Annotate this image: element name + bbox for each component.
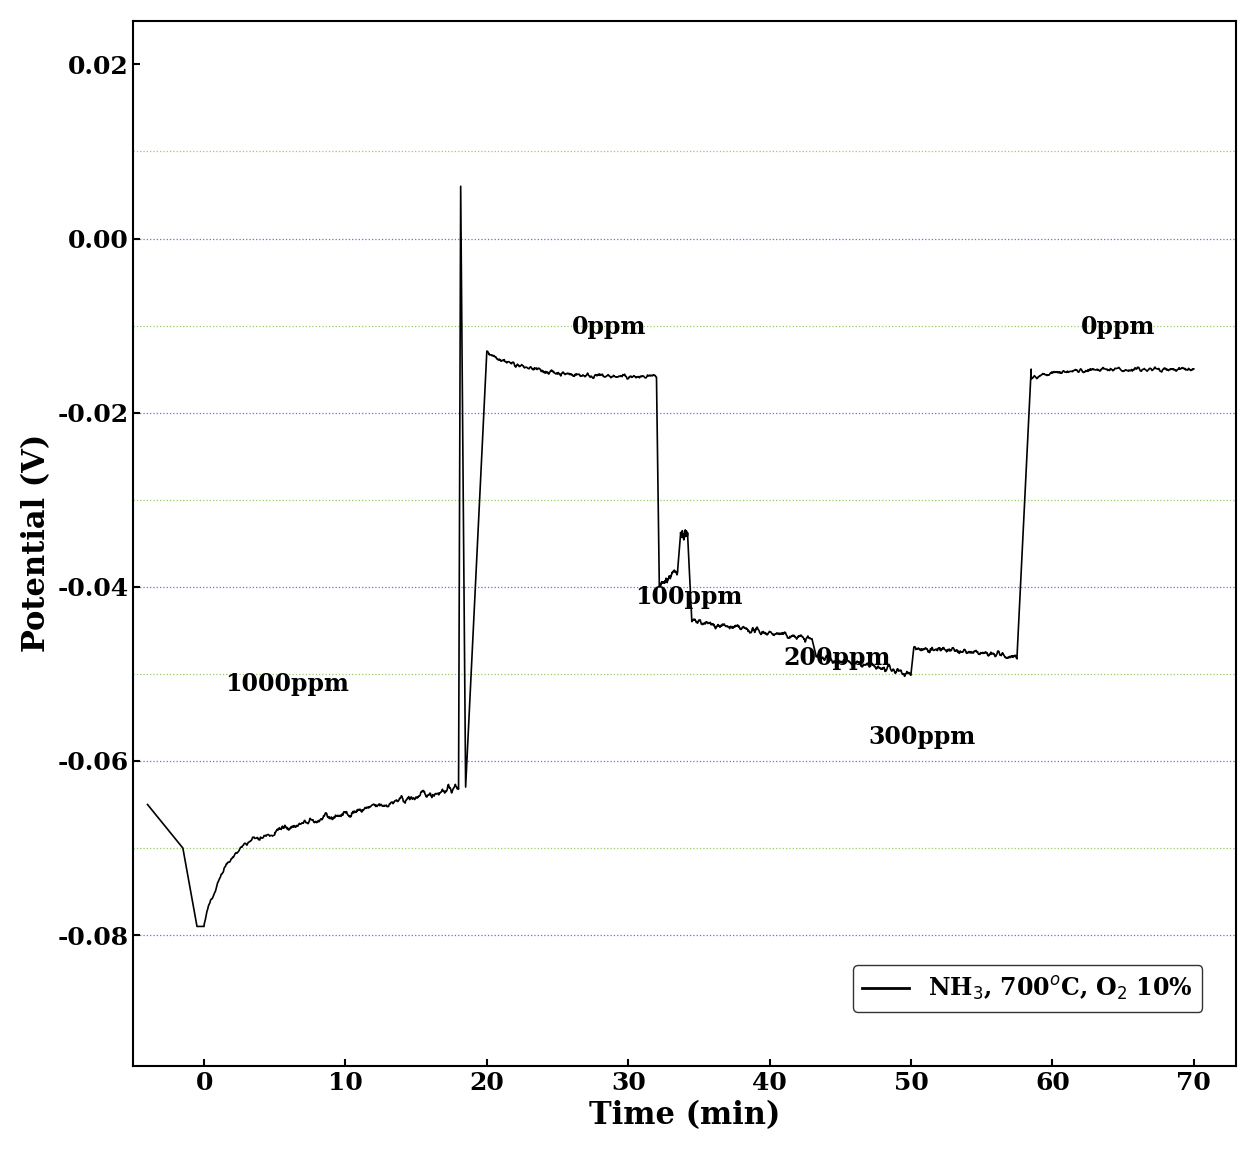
X-axis label: Time (min): Time (min) bbox=[590, 1100, 781, 1131]
Text: 0ppm: 0ppm bbox=[572, 316, 646, 340]
Text: 1000ppm: 1000ppm bbox=[225, 673, 349, 696]
Text: 100ppm: 100ppm bbox=[635, 585, 743, 609]
Y-axis label: Potential (V): Potential (V) bbox=[21, 434, 52, 652]
Text: 300ppm: 300ppm bbox=[869, 725, 975, 749]
Text: 200ppm: 200ppm bbox=[783, 646, 891, 670]
Legend: NH$_3$, 700$^o$C, O$_2$ 10%: NH$_3$, 700$^o$C, O$_2$ 10% bbox=[852, 965, 1202, 1013]
Text: 0ppm: 0ppm bbox=[1081, 316, 1155, 340]
